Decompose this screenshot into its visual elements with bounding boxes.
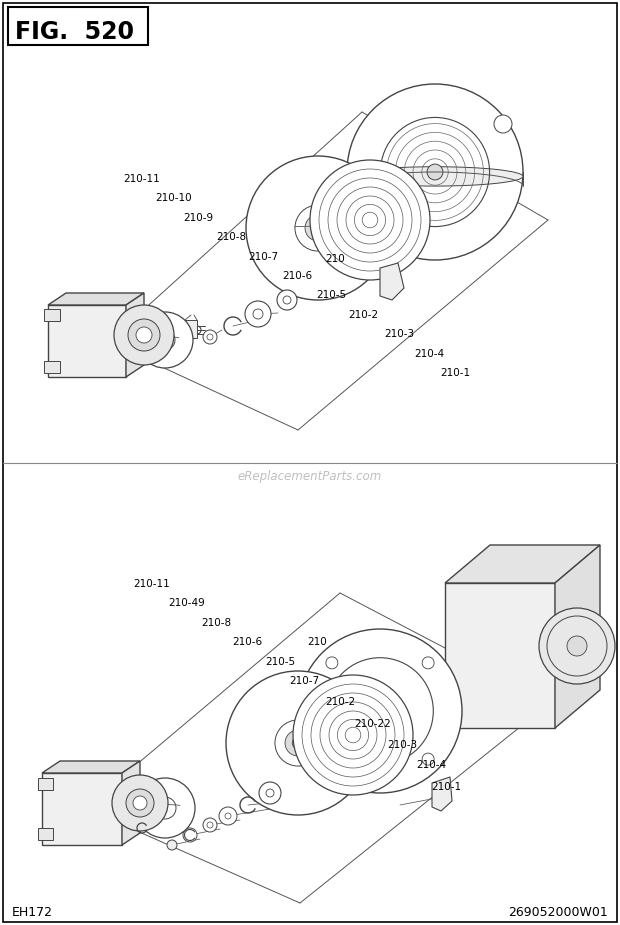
Circle shape <box>298 629 462 793</box>
Text: 269052000W01: 269052000W01 <box>508 906 608 919</box>
Text: 210-5: 210-5 <box>265 657 296 667</box>
Circle shape <box>326 753 338 765</box>
Text: FIG.  520: FIG. 520 <box>15 20 134 44</box>
Circle shape <box>112 775 168 831</box>
Circle shape <box>427 164 443 180</box>
Text: 210-8: 210-8 <box>216 232 246 242</box>
Polygon shape <box>385 228 407 272</box>
FancyBboxPatch shape <box>42 773 122 845</box>
Text: 210-3: 210-3 <box>384 329 415 339</box>
Text: 210: 210 <box>308 637 327 647</box>
Text: 210-3: 210-3 <box>388 740 418 750</box>
Text: 210-2: 210-2 <box>348 310 379 320</box>
Text: 210: 210 <box>326 254 345 265</box>
FancyBboxPatch shape <box>8 7 148 45</box>
Circle shape <box>203 818 217 832</box>
Circle shape <box>326 657 338 669</box>
Circle shape <box>539 608 615 684</box>
Text: 210-5: 210-5 <box>316 290 347 301</box>
Text: EH172: EH172 <box>12 906 53 919</box>
Circle shape <box>275 720 321 766</box>
Circle shape <box>292 737 304 748</box>
Text: 210-7: 210-7 <box>290 676 320 686</box>
Polygon shape <box>445 545 600 583</box>
Circle shape <box>293 675 413 795</box>
Circle shape <box>135 778 195 838</box>
Polygon shape <box>555 545 600 728</box>
FancyBboxPatch shape <box>48 305 126 377</box>
Polygon shape <box>432 777 452 811</box>
Circle shape <box>310 160 430 280</box>
Polygon shape <box>126 293 144 377</box>
Text: eReplacementParts.com: eReplacementParts.com <box>238 470 382 483</box>
FancyBboxPatch shape <box>44 309 60 321</box>
Polygon shape <box>380 263 404 300</box>
Text: 210-1: 210-1 <box>431 782 461 792</box>
Polygon shape <box>48 293 144 305</box>
Ellipse shape <box>347 166 523 186</box>
Circle shape <box>203 330 217 344</box>
Circle shape <box>136 327 152 343</box>
Text: 210-11: 210-11 <box>123 174 159 184</box>
Circle shape <box>422 657 434 669</box>
Circle shape <box>167 840 177 850</box>
Polygon shape <box>122 761 140 845</box>
Circle shape <box>307 217 329 239</box>
Text: 210-10: 210-10 <box>155 193 192 204</box>
Text: 210-9: 210-9 <box>183 213 213 223</box>
FancyBboxPatch shape <box>38 828 53 840</box>
Circle shape <box>567 636 587 656</box>
Circle shape <box>285 730 311 756</box>
Circle shape <box>305 215 331 241</box>
Circle shape <box>219 807 237 825</box>
Polygon shape <box>445 583 555 728</box>
FancyBboxPatch shape <box>44 361 60 373</box>
Circle shape <box>133 796 147 810</box>
FancyBboxPatch shape <box>38 778 53 790</box>
Circle shape <box>295 205 341 251</box>
Text: 210-6: 210-6 <box>283 271 313 281</box>
Circle shape <box>347 84 523 260</box>
Circle shape <box>114 305 174 365</box>
Text: 210-4: 210-4 <box>417 760 447 771</box>
Text: 210-11: 210-11 <box>133 579 170 589</box>
FancyBboxPatch shape <box>185 320 197 338</box>
Circle shape <box>126 789 154 817</box>
Circle shape <box>370 701 390 721</box>
Circle shape <box>422 753 434 765</box>
Circle shape <box>277 290 297 310</box>
Circle shape <box>494 115 512 133</box>
Polygon shape <box>42 761 140 773</box>
Circle shape <box>183 828 197 842</box>
Circle shape <box>245 301 271 327</box>
Text: 210-1: 210-1 <box>440 368 471 378</box>
Circle shape <box>259 782 281 804</box>
Text: 210-4: 210-4 <box>414 349 445 359</box>
Text: 210-49: 210-49 <box>169 598 205 609</box>
Text: 210-2: 210-2 <box>326 697 356 708</box>
Text: 210-7: 210-7 <box>248 252 278 262</box>
Circle shape <box>128 319 160 351</box>
Text: 210-8: 210-8 <box>202 618 232 628</box>
Text: 210-6: 210-6 <box>232 637 263 647</box>
Text: 210-22: 210-22 <box>355 719 391 729</box>
Circle shape <box>246 156 390 300</box>
Circle shape <box>226 671 370 815</box>
Circle shape <box>137 312 193 368</box>
